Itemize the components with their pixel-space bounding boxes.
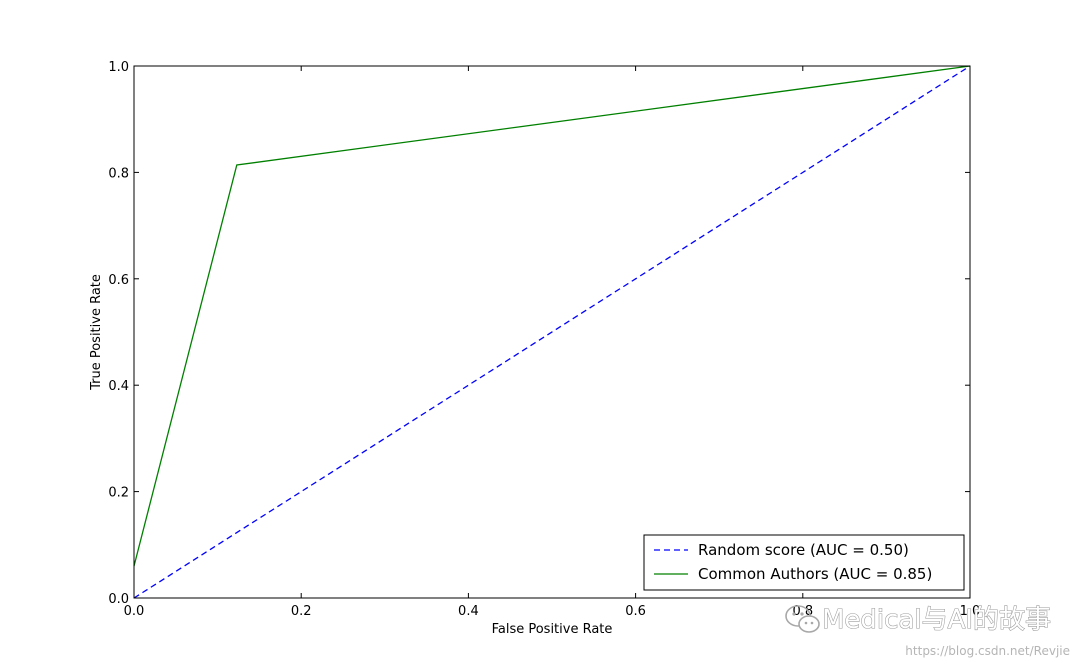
legend-label-0: Random score (AUC = 0.50)	[698, 541, 909, 559]
wechat-icon	[785, 605, 820, 633]
x-tick-label: 1.0	[960, 604, 981, 619]
x-tick-label: 0.2	[291, 604, 312, 619]
axes-layer: 0.0 0.2 0.4 0.6 0.8 1.00.00.20.40.60.81.0Fals…	[89, 60, 980, 637]
series-line-0	[133, 65, 971, 599]
y-tick-label: 0.2	[108, 486, 129, 501]
legend-label-1: Common Authors (AUC = 0.85)	[698, 565, 932, 583]
x-axis-label: False Positive Rate	[492, 622, 613, 637]
x-tick-label: 0.4	[458, 604, 479, 619]
legend: Random score (AUC = 0.50) Common Authors …	[643, 534, 965, 591]
plot-layer	[133, 65, 971, 599]
y-axis-label: True Positive Rate	[89, 274, 104, 391]
series-line-1	[133, 65, 971, 567]
y-tick-label: 0.0	[108, 592, 129, 607]
watermark: Medical与AI的故事 https://blog.csdn.net/Revj…	[785, 604, 1070, 658]
y-tick-label: 0.8	[108, 166, 129, 181]
y-tick-label: 0.4	[108, 379, 129, 394]
y-tick-label: 1.0	[108, 60, 129, 75]
plot-frame	[133, 65, 971, 599]
watermark-url: https://blog.csdn.net/Revjie	[905, 644, 1070, 658]
legend-box	[643, 534, 965, 591]
x-tick-label: 0.0	[124, 604, 145, 619]
x-tick-label: 0.6	[625, 604, 646, 619]
y-tick-label: 0.6	[108, 273, 129, 288]
watermark-text: Medical与AI的故事	[822, 605, 1051, 635]
